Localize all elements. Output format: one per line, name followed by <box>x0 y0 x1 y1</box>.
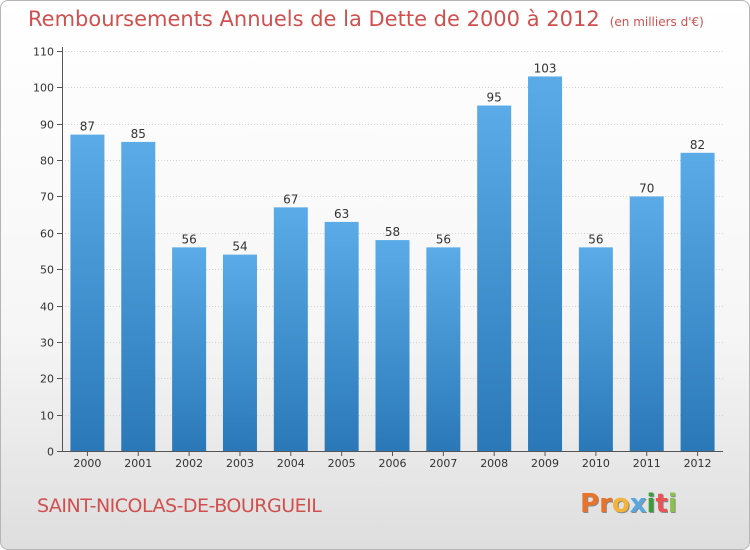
data-label: 67 <box>283 192 298 206</box>
data-label: 54 <box>232 240 247 254</box>
y-tick-label: 0 <box>47 446 54 459</box>
x-tick-label: 2012 <box>684 457 712 470</box>
bar <box>121 141 156 451</box>
data-label: 56 <box>588 232 603 246</box>
bar <box>578 247 613 451</box>
y-tick-label: 100 <box>33 82 54 95</box>
data-label: 85 <box>131 127 146 141</box>
y-tick-label: 80 <box>40 155 54 168</box>
x-tick-label: 2010 <box>582 457 610 470</box>
x-tick-label: 2007 <box>429 457 457 470</box>
chart-title: Remboursements Annuels de la Dette de 20… <box>28 7 704 31</box>
y-tick-label: 60 <box>40 228 54 241</box>
data-label: 82 <box>690 138 705 152</box>
x-tick-label: 2002 <box>175 457 203 470</box>
logo-letter: r <box>599 489 612 519</box>
y-tick-label: 40 <box>40 301 54 314</box>
logo-letter: i <box>646 489 656 519</box>
y-tick-label: 30 <box>40 337 54 350</box>
logo-letter: t <box>655 489 668 519</box>
y-tick-label: 70 <box>40 191 54 204</box>
data-label: 63 <box>334 207 349 221</box>
logo-letter: o <box>611 489 630 519</box>
x-tick-label: 2000 <box>73 457 101 470</box>
data-labels: 87 85 56 54 67 63 58 56 95 103 56 70 82 <box>80 61 705 253</box>
x-tick-label: 2008 <box>480 457 508 470</box>
bars <box>70 76 715 452</box>
y-tick-label: 90 <box>40 119 54 132</box>
x-tick-label: 2011 <box>633 457 661 470</box>
x-tick-label: 2005 <box>328 457 356 470</box>
bar <box>70 134 105 452</box>
data-label: 87 <box>80 120 95 134</box>
logo-letter: P <box>580 489 600 519</box>
y-tick-label: 20 <box>40 373 54 386</box>
x-tick-label: 2004 <box>277 457 305 470</box>
x-tick-label: 2001 <box>124 457 152 470</box>
data-label: 58 <box>385 225 400 239</box>
logo-letter: i <box>667 489 677 519</box>
y-tick-label: 50 <box>40 264 54 277</box>
data-label: 95 <box>487 91 502 105</box>
bar <box>324 221 359 451</box>
data-label: 70 <box>639 181 654 195</box>
bar <box>273 207 308 451</box>
title-text: Remboursements Annuels de la Dette de 20… <box>28 7 600 31</box>
bar <box>629 196 664 451</box>
proxiti-logo: Proxiti <box>580 489 677 519</box>
data-label: 103 <box>534 61 557 75</box>
logo-letter: x <box>629 489 647 519</box>
bar <box>426 247 461 451</box>
bar <box>222 254 257 451</box>
bar <box>375 240 410 451</box>
data-label: 56 <box>181 232 196 246</box>
bar <box>172 247 207 451</box>
x-tick-label: 2003 <box>226 457 254 470</box>
y-tick-label: 110 <box>33 46 54 59</box>
data-label: 56 <box>436 232 451 246</box>
bar <box>680 152 715 451</box>
axes <box>57 47 723 456</box>
bar <box>528 76 563 452</box>
x-tick-label: 2006 <box>379 457 407 470</box>
tick-labels: 0 10 20 30 40 50 60 70 80 90 100 110 2000 2001 2002 200… <box>33 46 712 471</box>
bar <box>477 105 512 451</box>
x-tick-label: 2009 <box>531 457 559 470</box>
y-tick-label: 10 <box>40 410 54 423</box>
town-name: SAINT-NICOLAS-DE-BOURGUEIL <box>37 495 322 517</box>
unit-label: (en milliers d'€) <box>609 15 704 29</box>
